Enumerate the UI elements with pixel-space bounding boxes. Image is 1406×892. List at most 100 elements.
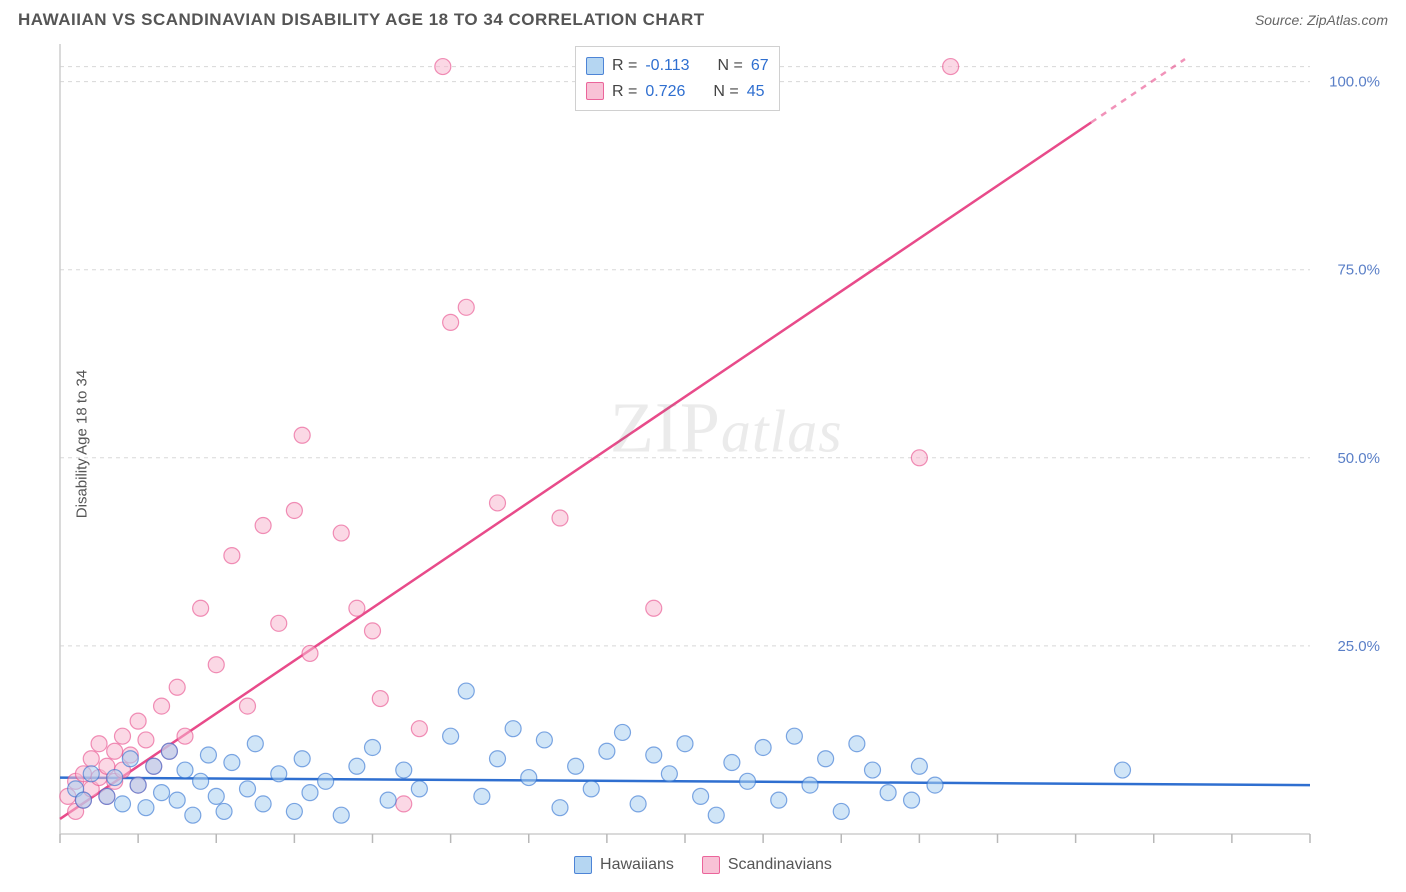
chart-title: HAWAIIAN VS SCANDINAVIAN DISABILITY AGE …: [18, 10, 705, 30]
data-point: [396, 796, 412, 812]
legend-item: Scandinavians: [702, 856, 832, 874]
data-point: [294, 751, 310, 767]
legend-swatch: [574, 856, 592, 874]
stats-r-label: R =: [612, 79, 637, 105]
data-point: [240, 781, 256, 797]
scatter-chart: 25.0%50.0%75.0%100.0%0.0%80.0%: [0, 34, 1406, 844]
data-point: [646, 747, 662, 763]
stats-swatch: [586, 82, 604, 100]
data-point: [677, 736, 693, 752]
data-point: [365, 739, 381, 755]
data-point: [552, 800, 568, 816]
chart-source: Source: ZipAtlas.com: [1255, 12, 1388, 28]
data-point: [224, 755, 240, 771]
stats-n-label: N =: [718, 53, 743, 79]
data-point: [911, 758, 927, 774]
data-point: [490, 751, 506, 767]
data-point: [83, 751, 99, 767]
data-point: [771, 792, 787, 808]
data-point: [755, 739, 771, 755]
stats-n-value: 45: [747, 79, 765, 105]
data-point: [154, 785, 170, 801]
data-point: [435, 59, 451, 75]
data-point: [599, 743, 615, 759]
y-tick-label: 75.0%: [1337, 262, 1380, 279]
data-point: [247, 736, 263, 752]
data-point: [224, 548, 240, 564]
data-point: [943, 59, 959, 75]
data-point: [271, 766, 287, 782]
data-point: [474, 788, 490, 804]
data-point: [818, 751, 834, 767]
data-point: [75, 792, 91, 808]
data-point: [138, 800, 154, 816]
data-point: [646, 600, 662, 616]
data-point: [411, 721, 427, 737]
data-point: [458, 299, 474, 315]
stats-r-value: 0.726: [645, 79, 685, 105]
chart-area: Disability Age 18 to 34 ZIPatlas 25.0%50…: [0, 34, 1406, 854]
data-point: [865, 762, 881, 778]
stats-r-value: -0.113: [645, 53, 689, 79]
data-point: [583, 781, 599, 797]
data-point: [411, 781, 427, 797]
data-point: [177, 728, 193, 744]
data-point: [255, 518, 271, 534]
data-point: [122, 751, 138, 767]
legend-label: Scandinavians: [728, 856, 832, 874]
data-point: [161, 743, 177, 759]
data-point: [208, 788, 224, 804]
data-point: [193, 773, 209, 789]
data-point: [130, 713, 146, 729]
data-point: [880, 785, 896, 801]
stats-r-label: R =: [612, 53, 637, 79]
data-point: [286, 803, 302, 819]
data-point: [833, 803, 849, 819]
legend-item: Hawaiians: [574, 856, 674, 874]
data-point: [349, 600, 365, 616]
data-point: [536, 732, 552, 748]
y-tick-label: 100.0%: [1329, 74, 1380, 91]
data-point: [200, 747, 216, 763]
data-point: [255, 796, 271, 812]
data-point: [615, 724, 631, 740]
data-point: [802, 777, 818, 793]
stats-swatch: [586, 57, 604, 75]
data-point: [294, 427, 310, 443]
source-prefix: Source:: [1255, 12, 1307, 28]
y-axis-label: Disability Age 18 to 34: [74, 370, 91, 518]
data-point: [216, 803, 232, 819]
data-point: [849, 736, 865, 752]
data-point: [107, 770, 123, 786]
data-point: [107, 743, 123, 759]
data-point: [138, 732, 154, 748]
data-point: [169, 679, 185, 695]
series-legend: Hawaiians Scandinavians: [0, 856, 1406, 874]
data-point: [521, 770, 537, 786]
data-point: [396, 762, 412, 778]
data-point: [193, 600, 209, 616]
data-point: [318, 773, 334, 789]
data-point: [302, 785, 318, 801]
data-point: [505, 721, 521, 737]
data-point: [333, 525, 349, 541]
data-point: [333, 807, 349, 823]
data-point: [904, 792, 920, 808]
legend-swatch: [702, 856, 720, 874]
stats-row: R =-0.113N =67: [586, 53, 769, 79]
data-point: [724, 755, 740, 771]
data-point: [443, 314, 459, 330]
stats-row: R = 0.726 N = 45: [586, 79, 769, 105]
data-point: [708, 807, 724, 823]
y-tick-label: 50.0%: [1337, 450, 1380, 467]
stats-n-label: N =: [713, 79, 738, 105]
data-point: [240, 698, 256, 714]
data-point: [443, 728, 459, 744]
data-point: [146, 758, 162, 774]
data-point: [927, 777, 943, 793]
data-point: [115, 796, 131, 812]
data-point: [786, 728, 802, 744]
data-point: [490, 495, 506, 511]
data-point: [130, 777, 146, 793]
data-point: [1115, 762, 1131, 778]
